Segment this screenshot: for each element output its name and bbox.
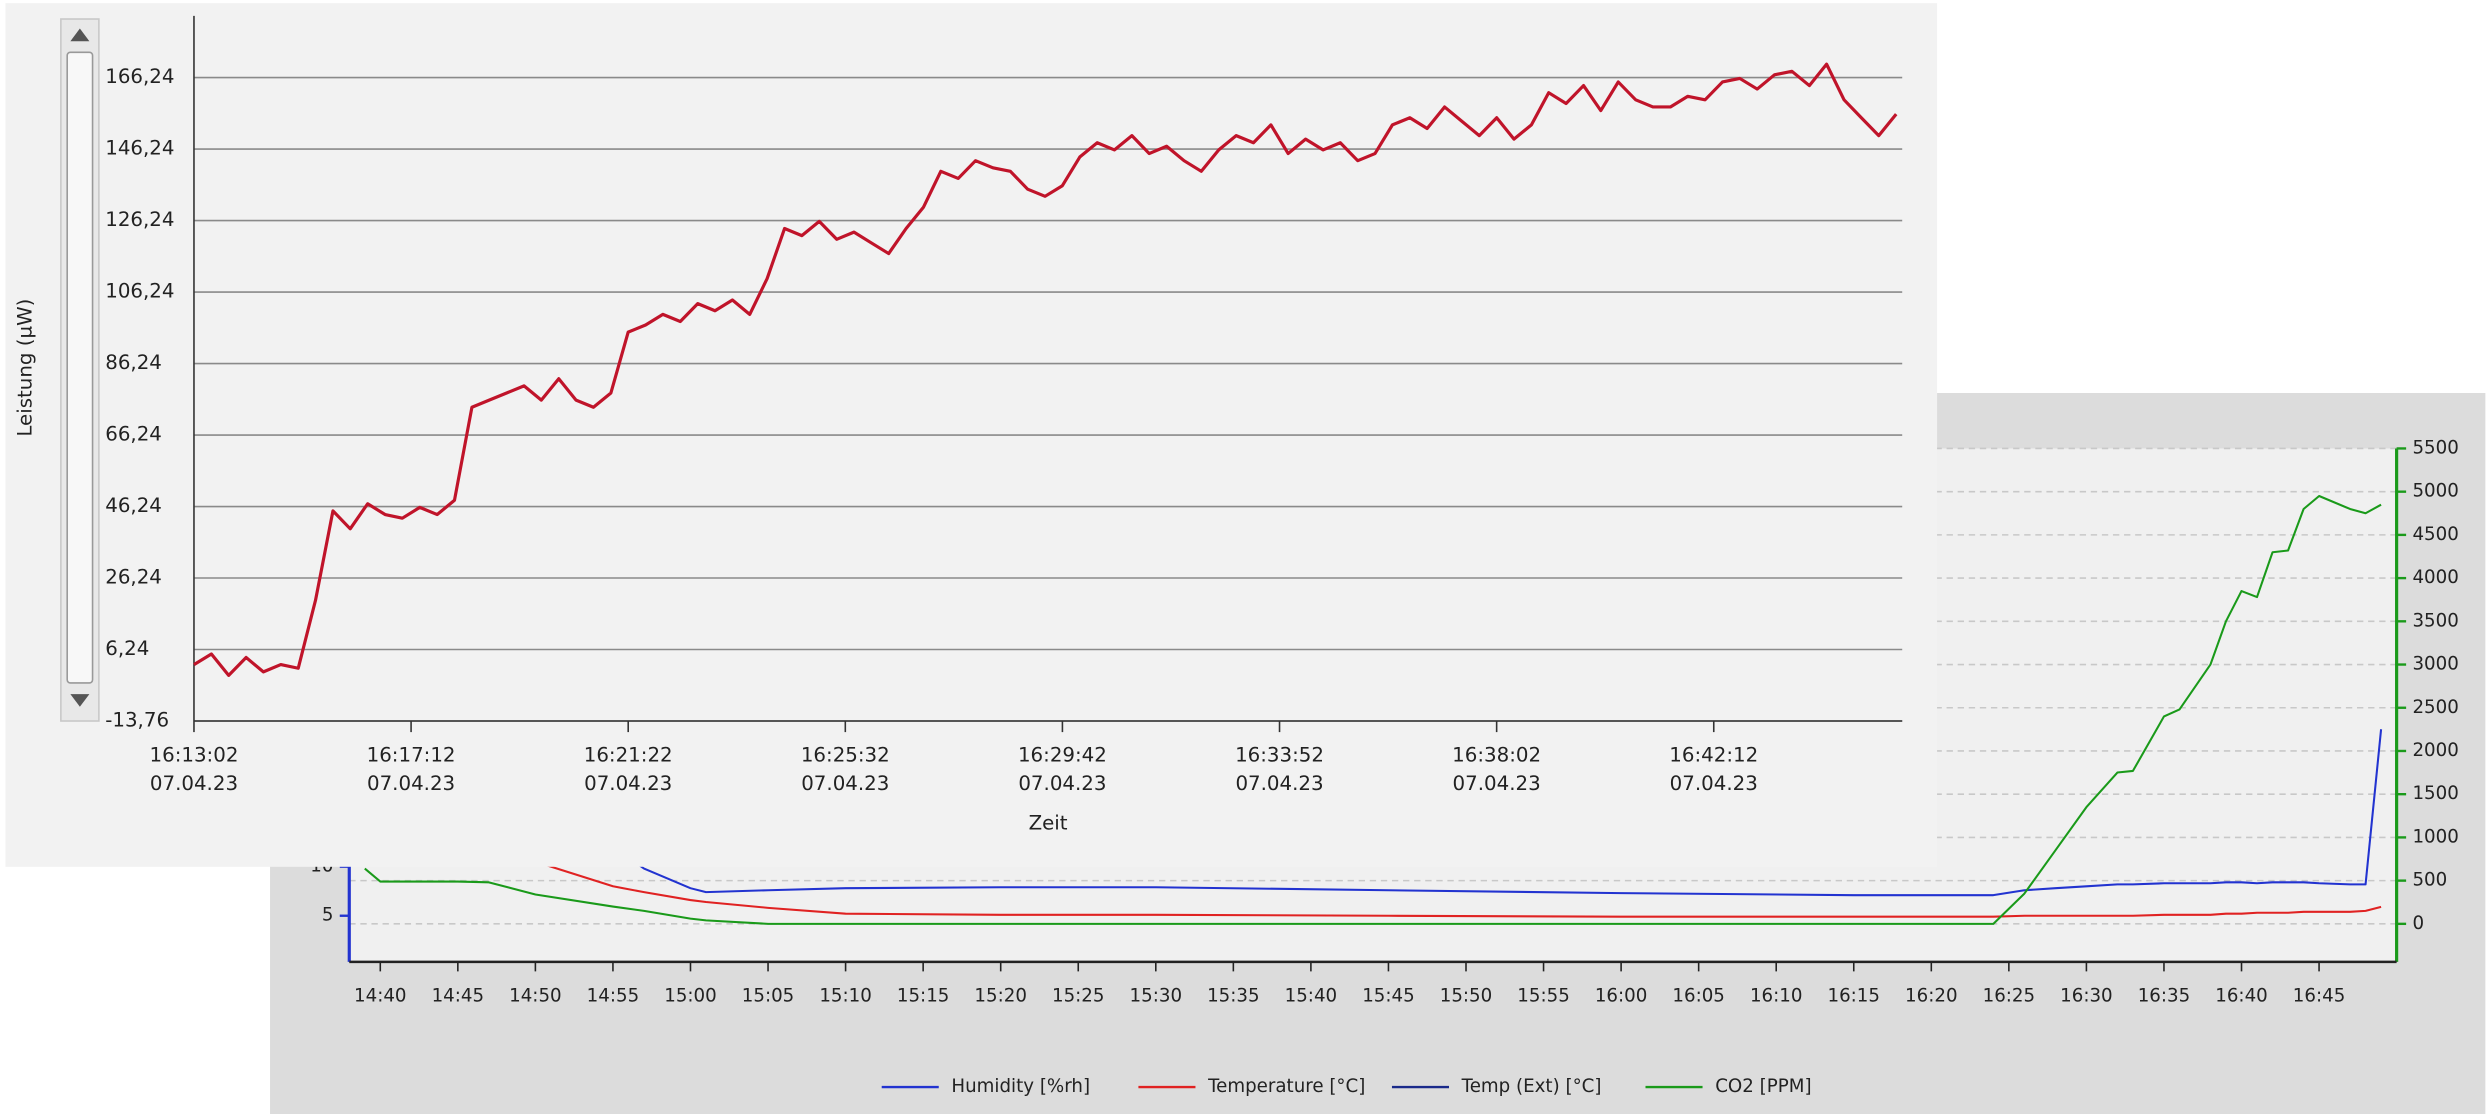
x-tick-label: 15:10 [819, 986, 872, 1007]
y2-tick-label: 1000 [2412, 826, 2458, 847]
series-line [364, 767, 2382, 918]
y-tick-label: 46,24 [105, 494, 162, 517]
scroll-up[interactable] [70, 28, 90, 42]
x-tick-label: 14:45 [432, 986, 485, 1007]
x-tick-date: 07.04.23 [367, 772, 455, 795]
x-tick-label: 15:45 [1362, 986, 1415, 1007]
y2-tick-label: 2500 [2412, 697, 2458, 718]
y-tick-label: 146,24 [105, 137, 174, 160]
y-tick-label: 166,24 [105, 65, 174, 88]
legend-label: Temperature [°C] [1207, 1076, 1365, 1097]
y2-tick-label: 1500 [2412, 783, 2458, 804]
series-line [364, 494, 2382, 925]
x-tick-label: 15:05 [742, 986, 795, 1007]
x-tick-label: 16:42:12 [1669, 743, 1758, 766]
x-tick-label: 16:30 [2060, 986, 2113, 1007]
x-tick-label: 16:13:02 [150, 743, 239, 766]
y2-tick-label: 3000 [2412, 654, 2458, 675]
x-tick-label: 16:20 [1905, 986, 1958, 1007]
x-tick-label: 16:33:52 [1235, 743, 1324, 766]
x-tick-date: 07.04.23 [1670, 772, 1758, 795]
y-axis-label: Leistung (µW) [13, 299, 36, 437]
data-line [193, 62, 1898, 677]
y2-tick-label: 5000 [2412, 481, 2458, 502]
x-tick-label: 15:15 [897, 986, 950, 1007]
y-tick-label: -13,76 [105, 709, 169, 732]
x-tick-date: 07.04.23 [1235, 772, 1323, 795]
y2-tick-label: 500 [2412, 870, 2447, 891]
x-tick-date: 07.04.23 [1018, 772, 1106, 795]
legend-label: Humidity [%rh] [951, 1076, 1090, 1097]
x-tick-date: 07.04.23 [801, 772, 889, 795]
y2-tick-label: 4500 [2412, 524, 2458, 545]
x-tick-label: 16:35 [2138, 986, 2191, 1007]
x-tick-label: 16:25:32 [801, 743, 890, 766]
x-tick-label: 16:29:42 [1018, 743, 1107, 766]
x-tick-label: 16:17:12 [367, 743, 456, 766]
x-tick-date: 07.04.23 [584, 772, 672, 795]
y-tick-label: 6,24 [105, 637, 149, 660]
y-tick-label: 66,24 [105, 423, 162, 446]
y2-tick-label: 3500 [2412, 610, 2458, 631]
x-tick-date: 07.04.23 [1453, 772, 1541, 795]
scroll-down[interactable] [70, 694, 90, 707]
x-tick-label: 15:30 [1130, 986, 1183, 1007]
x-tick-label: 16:15 [1827, 986, 1880, 1007]
x-tick-label: 16:00 [1595, 986, 1648, 1007]
x-tick-label: 16:25 [1983, 986, 2036, 1007]
x-tick-date: 07.04.23 [150, 772, 238, 795]
y2-tick-label: 5500 [2412, 437, 2458, 458]
scrollbar[interactable] [60, 18, 100, 722]
x-tick-label: 14:40 [354, 986, 407, 1007]
x-tick-label: 15:00 [664, 986, 717, 1007]
x-tick-label: 16:38:02 [1452, 743, 1541, 766]
x-tick-label: 15:35 [1207, 986, 1260, 1007]
x-tick-label: 16:45 [2293, 986, 2346, 1007]
y-tick-label: 5 [322, 905, 334, 926]
x-tick-label: 15:50 [1440, 986, 1493, 1007]
x-tick-label: 14:50 [509, 986, 562, 1007]
x-axis-label: Zeit [1029, 812, 1068, 835]
x-tick-label: 15:25 [1052, 986, 1105, 1007]
x-tick-label: 16:40 [2215, 986, 2268, 1007]
y-tick-label: 86,24 [105, 351, 162, 374]
legend-label: CO2 [PPM] [1715, 1076, 1811, 1097]
x-tick-label: 15:40 [1285, 986, 1338, 1007]
y-tick-label: 126,24 [105, 208, 174, 231]
y-tick-label: 106,24 [105, 280, 174, 303]
scroll-thumb[interactable] [66, 51, 94, 684]
y-tick-label: 26,24 [105, 566, 162, 589]
power-chart: Leistung (µW) Zeit -13,76 6,24 26,24 46,24 6… [5, 3, 1938, 867]
x-tick-label: 16:21:22 [584, 743, 673, 766]
x-tick-label: 14:55 [587, 986, 640, 1007]
x-tick-label: 15:20 [974, 986, 1027, 1007]
y2-tick-label: 2000 [2412, 740, 2458, 761]
x-tick-label: 15:55 [1517, 986, 1570, 1007]
x-tick-label: 16:10 [1750, 986, 1803, 1007]
y2-tick-label: 4000 [2412, 567, 2458, 588]
x-tick-label: 16:05 [1672, 986, 1725, 1007]
y2-tick-label: 0 [2412, 913, 2424, 934]
legend-label: Temp (Ext) [°C] [1461, 1076, 1602, 1097]
